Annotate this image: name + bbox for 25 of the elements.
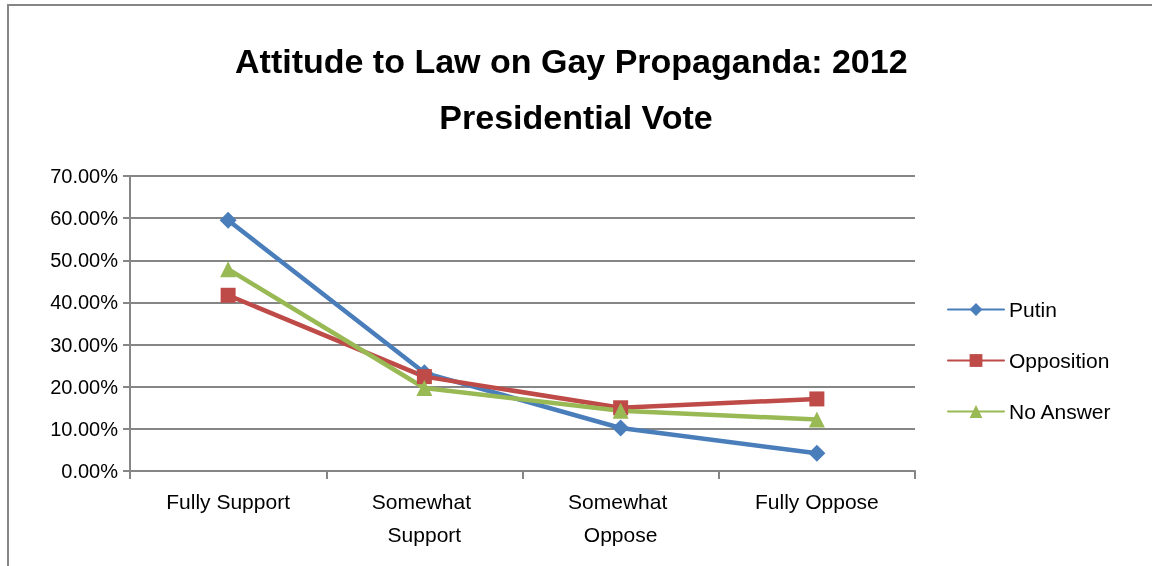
legend-label: Opposition [1009,349,1110,372]
legend-label: No Answer [1009,400,1111,423]
point [219,211,237,229]
point [809,391,825,407]
x-tick-label: Somewhat Support [371,490,477,546]
x-tick-label: Somewhat Oppose [568,490,674,546]
y-tick-label: 10.00% [50,417,119,440]
point [416,379,433,396]
y-tick-label: 60.00% [50,207,119,230]
y-tick-label: 0.00% [61,460,119,482]
chart-title: Attitude to Law on Gay Propaganda: 2012 Presidential Vote [235,42,917,136]
y-tick-label: 30.00% [50,333,119,356]
point [808,444,826,462]
point [416,369,432,385]
legend-label: Putin [1009,298,1057,321]
x-tick-label: Fully Oppose [755,490,879,513]
point [612,419,630,437]
y-tick-label: 70.00% [50,165,119,187]
point [220,261,237,278]
point [220,287,236,303]
y-tick-label: 20.00% [50,375,119,398]
x-tick-label: Fully Support [166,490,291,513]
point [808,411,825,428]
y-tick-label: 50.00% [50,249,119,272]
y-tick-label: 40.00% [50,291,119,314]
